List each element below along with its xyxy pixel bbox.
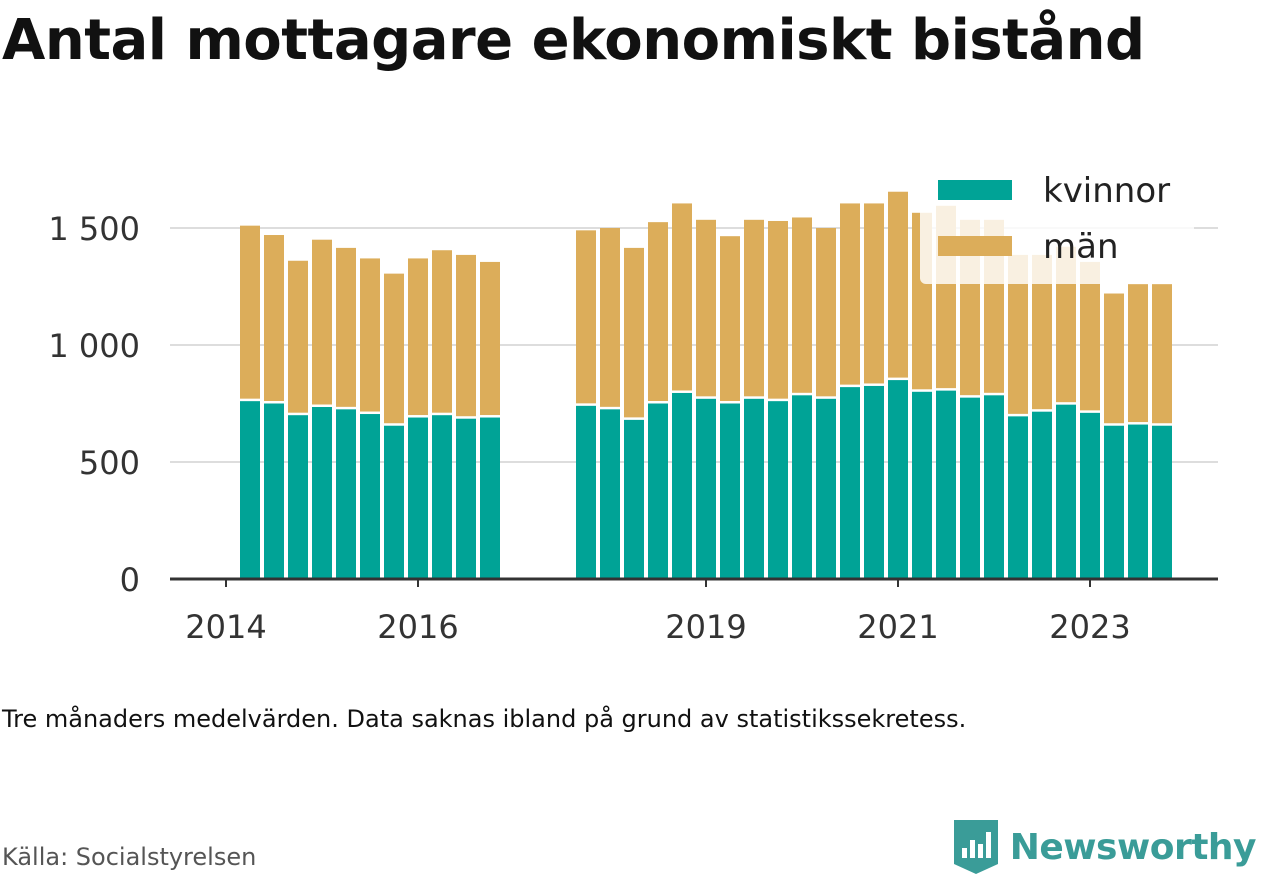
bar-kvinnor: [624, 419, 644, 579]
bar-kvinnor: [816, 398, 836, 579]
x-tick-label: 2023: [1049, 608, 1130, 646]
bar-kvinnor: [888, 380, 908, 579]
legend-label: kvinnor: [1043, 171, 1170, 211]
bar-man: [648, 222, 668, 401]
bar-kvinnor: [1080, 412, 1100, 579]
legend: kvinnor män: [920, 162, 1194, 284]
bar-man: [696, 219, 716, 397]
bar-kvinnor: [696, 398, 716, 579]
bar-kvinnor: [312, 407, 332, 579]
bar-kvinnor: [288, 415, 308, 579]
bar-kvinnor: [264, 403, 284, 579]
bar-man: [600, 228, 620, 407]
bar-kvinnor: [1104, 425, 1124, 579]
x-tick-label: 2014: [185, 608, 266, 646]
legend-label: män: [1043, 227, 1119, 267]
bar-kvinnor: [360, 414, 380, 579]
bar-man: [1056, 246, 1076, 403]
bar-man: [1152, 284, 1172, 424]
legend-swatch: [938, 236, 1012, 256]
bar-kvinnor: [864, 385, 884, 579]
bar-man: [456, 254, 476, 417]
bar-kvinnor: [960, 397, 980, 579]
source-label: Källa: Socialstyrelsen: [2, 843, 257, 871]
bar-man: [336, 247, 356, 407]
bar-kvinnor: [600, 409, 620, 579]
brand-name: Newsworthy: [1009, 826, 1257, 868]
x-tick-label: 2016: [377, 608, 458, 646]
bar-man: [432, 250, 452, 413]
bar-kvinnor: [672, 392, 692, 579]
bar-man: [1008, 254, 1028, 414]
bar-kvinnor: [480, 417, 500, 579]
bar-kvinnor: [720, 403, 740, 579]
bar-kvinnor: [1152, 425, 1172, 579]
bar-man: [744, 219, 764, 397]
bar-man: [408, 258, 428, 416]
chart-note: Tre månaders medelvärden. Data saknas ib…: [2, 705, 967, 733]
bar-kvinnor: [1056, 404, 1076, 579]
bar-man: [720, 236, 740, 401]
bar-man: [384, 273, 404, 424]
bar-man: [888, 191, 908, 378]
legend-swatch: [938, 180, 1012, 200]
bar-man: [240, 225, 260, 399]
bar-man: [312, 239, 332, 405]
bar-man: [1080, 261, 1100, 411]
bar-man: [672, 203, 692, 391]
bar-man: [288, 260, 308, 413]
x-axis: 2014 2016 2019 2021 2023: [170, 577, 1218, 646]
bar-kvinnor: [240, 401, 260, 579]
bar-kvinnor: [648, 403, 668, 579]
newsworthy-logo-icon: [953, 820, 998, 874]
bar-kvinnor: [384, 425, 404, 579]
bar-kvinnor: [912, 391, 932, 579]
y-axis-ticks: 0 500 1 000 1 500: [48, 210, 140, 599]
bar-man: [816, 228, 836, 397]
bar-man: [360, 258, 380, 412]
stacked-bar-chart: 0 500 1 000 1 500 2014 2016 2019 2021 2023 kvin…: [48, 162, 1218, 646]
bar-kvinnor: [792, 395, 812, 579]
x-tick-label: 2021: [857, 608, 938, 646]
bar-kvinnor: [1128, 424, 1148, 579]
bar-kvinnor: [936, 390, 956, 579]
y-tick-label: 500: [79, 444, 140, 482]
y-tick-label: 1 500: [48, 210, 140, 248]
bars: [240, 191, 1172, 579]
bar-kvinnor: [840, 387, 860, 579]
bar-man: [864, 203, 884, 384]
bar-man: [840, 203, 860, 385]
bar-man: [264, 235, 284, 401]
bar-kvinnor: [456, 418, 476, 579]
bar-kvinnor: [432, 415, 452, 579]
bar-kvinnor: [576, 405, 596, 579]
bar-man: [624, 247, 644, 418]
x-tick-label: 2019: [665, 608, 746, 646]
bar-kvinnor: [336, 409, 356, 579]
bar-kvinnor: [408, 417, 428, 579]
bar-man: [1128, 284, 1148, 423]
bar-kvinnor: [984, 395, 1004, 579]
bar-man: [792, 217, 812, 393]
chart-title: Antal mottagare ekonomiskt bistånd: [2, 8, 1145, 73]
y-tick-label: 0: [120, 561, 140, 599]
newsworthy-logo: Newsworthy: [952, 818, 1257, 876]
bar-man: [480, 261, 500, 416]
bar-kvinnor: [1008, 416, 1028, 579]
bar-kvinnor: [1032, 411, 1052, 579]
bar-man: [1104, 293, 1124, 424]
bar-man: [1032, 254, 1052, 410]
bar-kvinnor: [744, 398, 764, 579]
bar-man: [768, 220, 788, 399]
bar-kvinnor: [768, 401, 788, 579]
y-tick-label: 1 000: [48, 327, 140, 365]
bar-man: [576, 230, 596, 404]
